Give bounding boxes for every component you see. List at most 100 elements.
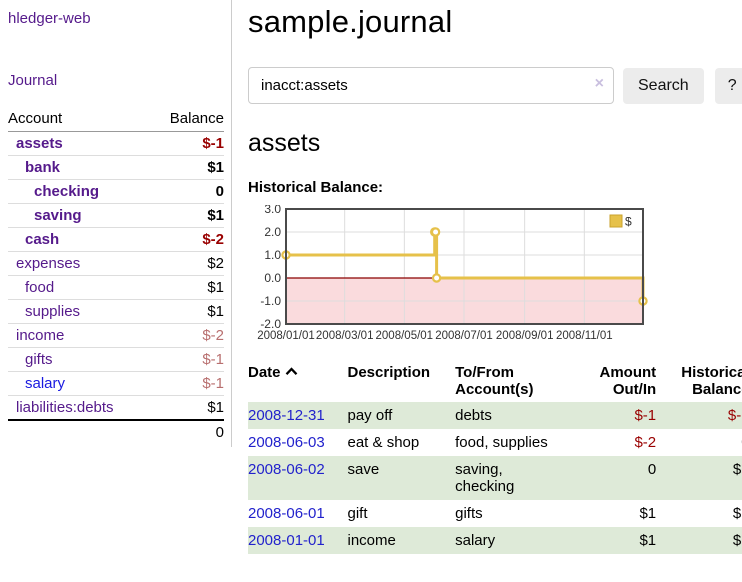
search-button[interactable]: Search [623, 67, 704, 104]
register-row: 2008-01-01 income salary $1 $1 [248, 527, 742, 554]
account-balance: $1 [150, 395, 224, 420]
account-row: saving $1 [8, 203, 224, 228]
svg-text:2008/03/01: 2008/03/01 [316, 330, 374, 342]
account-row: liabilities:debts $1 [8, 395, 224, 420]
account-row: salary $-1 [8, 371, 224, 396]
chart-title: Historical Balance: [248, 179, 384, 196]
search-bar: × Search ? [248, 67, 742, 104]
account-row: income $-2 [8, 323, 224, 348]
account-row: cash $-2 [8, 227, 224, 252]
transaction-date-link[interactable]: 2008-01-01 [248, 532, 325, 549]
transaction-balance: $2 [732, 505, 742, 522]
page-title: sample.journal [248, 4, 453, 39]
account-balance: 0 [150, 179, 224, 204]
account-balance: $-1 [150, 131, 224, 156]
account-link[interactable]: checking [34, 183, 100, 200]
register-row: 2008-12-31 pay off debts $-1 $-1 [248, 402, 742, 429]
transaction-amount: 0 [647, 461, 657, 478]
account-balance: $-1 [150, 371, 224, 396]
account-row: supplies $1 [8, 299, 224, 324]
sort-asc-icon [285, 363, 298, 380]
transaction-accounts: food, supplies [455, 434, 548, 451]
svg-text:2008/11/01: 2008/11/01 [556, 330, 613, 342]
svg-text:2.0: 2.0 [264, 225, 281, 239]
account-link[interactable]: salary [25, 375, 66, 392]
account-balance: $2 [150, 251, 224, 276]
transaction-amount: $1 [639, 532, 657, 549]
register-header-date[interactable]: Date [248, 362, 348, 402]
app-title[interactable]: hledger-web [8, 10, 91, 27]
register-table: Date Description To/From Account(s) Amou… [248, 362, 742, 554]
account-link[interactable]: supplies [25, 303, 81, 320]
account-row: food $1 [8, 275, 224, 300]
transaction-date-link[interactable]: 2008-06-02 [248, 461, 325, 478]
account-link[interactable]: expenses [16, 255, 81, 272]
transaction-description: eat & shop [347, 434, 420, 451]
register-header-amount: Amount Out/In [599, 364, 657, 398]
account-balance: $1 [150, 155, 224, 180]
transaction-accounts: salary [455, 532, 496, 549]
svg-text:3.0: 3.0 [264, 205, 281, 216]
register-row: 2008-06-02 save saving, checking 0 $2 [248, 456, 742, 500]
account-row: assets $-1 [8, 131, 224, 156]
accounts-total-row: 0 [8, 419, 224, 444]
transaction-description: gift [347, 505, 368, 522]
clear-search-icon[interactable]: × [594, 75, 604, 92]
svg-text:2008/09/01: 2008/09/01 [496, 330, 554, 342]
register-header-description: Description [347, 364, 431, 381]
account-row: bank $1 [8, 155, 224, 180]
help-button[interactable]: ? [714, 67, 742, 104]
svg-text:1.0: 1.0 [264, 248, 281, 262]
transaction-balance: $2 [732, 461, 742, 478]
transaction-accounts: gifts [455, 505, 483, 522]
transaction-description: income [347, 532, 396, 549]
account-link[interactable]: cash [25, 231, 60, 248]
account-link[interactable]: liabilities:debts [16, 399, 114, 416]
account-balance: $1 [150, 299, 224, 324]
svg-text:-2.0: -2.0 [260, 317, 281, 331]
account-balance: $-2 [150, 227, 224, 252]
register-header-accounts: To/From Account(s) [455, 364, 534, 398]
svg-text:0.0: 0.0 [264, 271, 281, 285]
account-link[interactable]: food [25, 279, 55, 296]
register-row: 2008-06-03 eat & shop food, supplies $-2… [248, 429, 742, 456]
account-row: checking 0 [8, 179, 224, 204]
account-link[interactable]: income [16, 327, 65, 344]
svg-text:2008/07/01: 2008/07/01 [435, 330, 493, 342]
transaction-accounts: saving, checking [455, 461, 515, 495]
account-balance: $1 [150, 203, 224, 228]
account-link[interactable]: gifts [25, 351, 53, 368]
account-heading: assets [248, 129, 321, 157]
svg-text:2008/05/01: 2008/05/01 [376, 330, 434, 342]
sidebar: hledger-web Journal Account Balance asse… [0, 0, 232, 447]
account-link[interactable]: saving [34, 207, 82, 224]
account-balance: $-2 [150, 323, 224, 348]
accounts-header-account: Account [8, 107, 151, 132]
transaction-balance: $1 [732, 532, 742, 549]
transaction-date-link[interactable]: 2008-12-31 [248, 407, 325, 424]
transaction-description: pay off [347, 407, 393, 424]
account-row: expenses $2 [8, 251, 224, 276]
svg-text:2008/01/01: 2008/01/01 [257, 330, 315, 342]
account-row: gifts $-1 [8, 347, 224, 372]
svg-text:$: $ [625, 215, 632, 229]
transaction-date-link[interactable]: 2008-06-01 [248, 505, 325, 522]
historical-balance-chart: $3.0 2.0 1.0 0.0 -1.0 -2.0 2008/01/01 2008/03/0… [248, 202, 742, 348]
transaction-amount: $-2 [634, 434, 657, 451]
search-input[interactable] [248, 67, 614, 104]
main-content: sample.journal × Search ? assets Histori… [232, 0, 742, 582]
sidebar-item-journal[interactable]: Journal [8, 72, 58, 89]
accounts-table: Account Balance assets $-1 bank $1 check… [8, 107, 224, 444]
transaction-date-link[interactable]: 2008-06-03 [248, 434, 325, 451]
transaction-balance: $-1 [727, 407, 742, 424]
register-row: 2008-06-01 gift gifts $1 $2 [248, 500, 742, 527]
accounts-total-value: 0 [150, 419, 224, 444]
account-link[interactable]: assets [16, 135, 63, 152]
svg-text:-1.0: -1.0 [260, 294, 281, 308]
account-balance: $-1 [150, 347, 224, 372]
account-balance: $1 [150, 275, 224, 300]
account-link[interactable]: bank [25, 159, 61, 176]
transaction-amount: $1 [639, 505, 657, 522]
transaction-description: save [347, 461, 380, 478]
transaction-accounts: debts [455, 407, 492, 424]
